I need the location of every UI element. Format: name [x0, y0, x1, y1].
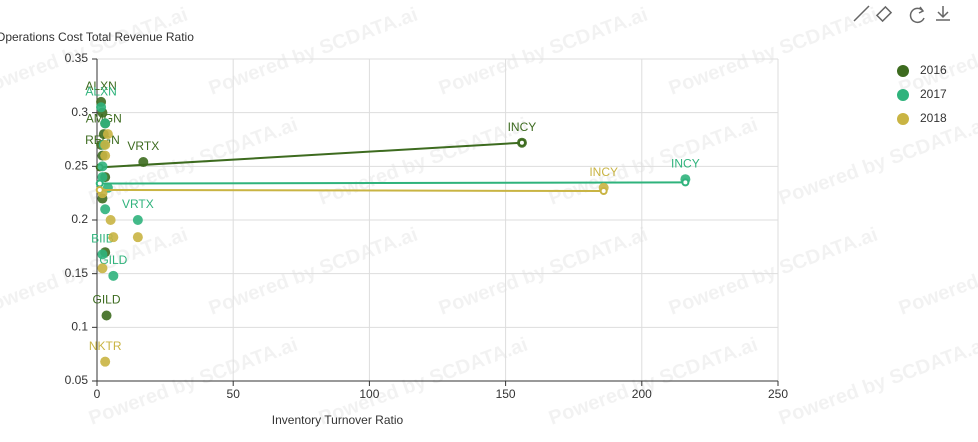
point — [100, 118, 111, 129]
point-label: INCY — [508, 120, 537, 134]
point — [100, 204, 111, 215]
watermark: Powered by SCDATA.ai — [896, 224, 978, 320]
trend-line — [99, 188, 604, 193]
watermark: Powered by SCDATA.ai — [436, 4, 651, 100]
x-tick-label: 0 — [94, 387, 101, 401]
point-label: BIIB — [91, 232, 114, 246]
y-axis-title: Operations Cost Total Revenue Ratio — [0, 30, 194, 44]
point-label: VRTX — [127, 139, 159, 153]
legend-marker — [897, 113, 909, 125]
point-label: NKTR — [89, 339, 122, 353]
legend-label: 2017 — [920, 87, 947, 101]
trend-line — [99, 141, 523, 169]
point — [100, 356, 111, 367]
point-label: VRTX — [122, 197, 154, 211]
point — [132, 232, 143, 243]
x-tick-label: 100 — [359, 387, 379, 401]
watermark: Powered by SCDATA.ai — [206, 4, 421, 100]
point-label: INCY — [589, 165, 618, 179]
watermark: Powered by SCDATA.ai — [546, 114, 761, 210]
point-label: ALXN — [85, 84, 116, 98]
tool-refresh[interactable] — [909, 6, 925, 24]
legend-label: 2016 — [920, 63, 947, 77]
y-tick-label: 0.3 — [71, 105, 88, 119]
tool-line[interactable] — [853, 5, 870, 22]
y-tick-label: 0.35 — [65, 51, 89, 65]
point — [132, 215, 143, 225]
toolbar[interactable] — [853, 5, 950, 24]
point — [96, 102, 107, 113]
x-tick-label: 250 — [768, 387, 788, 401]
trend-end — [681, 178, 690, 187]
legend-marker — [897, 65, 909, 77]
x-axis-title: Inventory Turnover Ratio — [272, 413, 404, 427]
watermark: Powered by SCDATA.ai — [436, 224, 651, 320]
point-label: INCY — [671, 156, 700, 170]
point-label: AMGN — [86, 111, 122, 125]
tool-clear[interactable] — [875, 5, 893, 23]
point — [97, 263, 108, 274]
series: INCY NKTR — [89, 129, 618, 367]
watermark: Powered by SCDATA.ai — [666, 4, 881, 100]
point — [102, 129, 113, 140]
y-tick-label: 0.05 — [65, 373, 89, 387]
trend-end — [517, 138, 526, 147]
point — [97, 161, 108, 172]
y-tick-label: 0.15 — [65, 266, 89, 280]
point — [97, 249, 108, 260]
trend-end — [95, 185, 104, 194]
point — [101, 310, 112, 321]
point — [100, 150, 111, 161]
y-tick-label: 0.1 — [71, 320, 88, 334]
point — [108, 232, 119, 243]
legend-label: 2018 — [920, 111, 947, 125]
x-tick-label: 150 — [496, 387, 516, 401]
trend-line — [99, 181, 686, 185]
watermark: Powered by SCDATA.ai — [776, 114, 978, 210]
point — [100, 139, 111, 150]
watermark: Powered by SCDATA.ai — [206, 224, 421, 320]
point-label: ALXN — [85, 79, 116, 93]
y-tick-label: 0.2 — [71, 212, 88, 226]
point-label: GILD — [93, 293, 121, 307]
point — [105, 215, 116, 225]
legend-marker — [897, 89, 909, 101]
x-tick-label: 200 — [632, 387, 652, 401]
tool-download[interactable] — [936, 6, 950, 21]
x-tick-label: 50 — [227, 387, 241, 401]
watermark: Powered by SCDATA.ai — [896, 4, 978, 100]
trend-end — [599, 187, 608, 196]
watermark: Powered by SCDATA.ai — [666, 224, 881, 320]
watermark: Powered by SCDATA.ai — [546, 334, 761, 430]
watermark: Powered by SCDATA.ai — [316, 114, 531, 210]
y-tick-label: 0.25 — [65, 159, 89, 173]
point — [108, 270, 119, 281]
watermark: Powered by SCDATA.ai — [776, 334, 978, 430]
trend-end — [95, 179, 104, 188]
